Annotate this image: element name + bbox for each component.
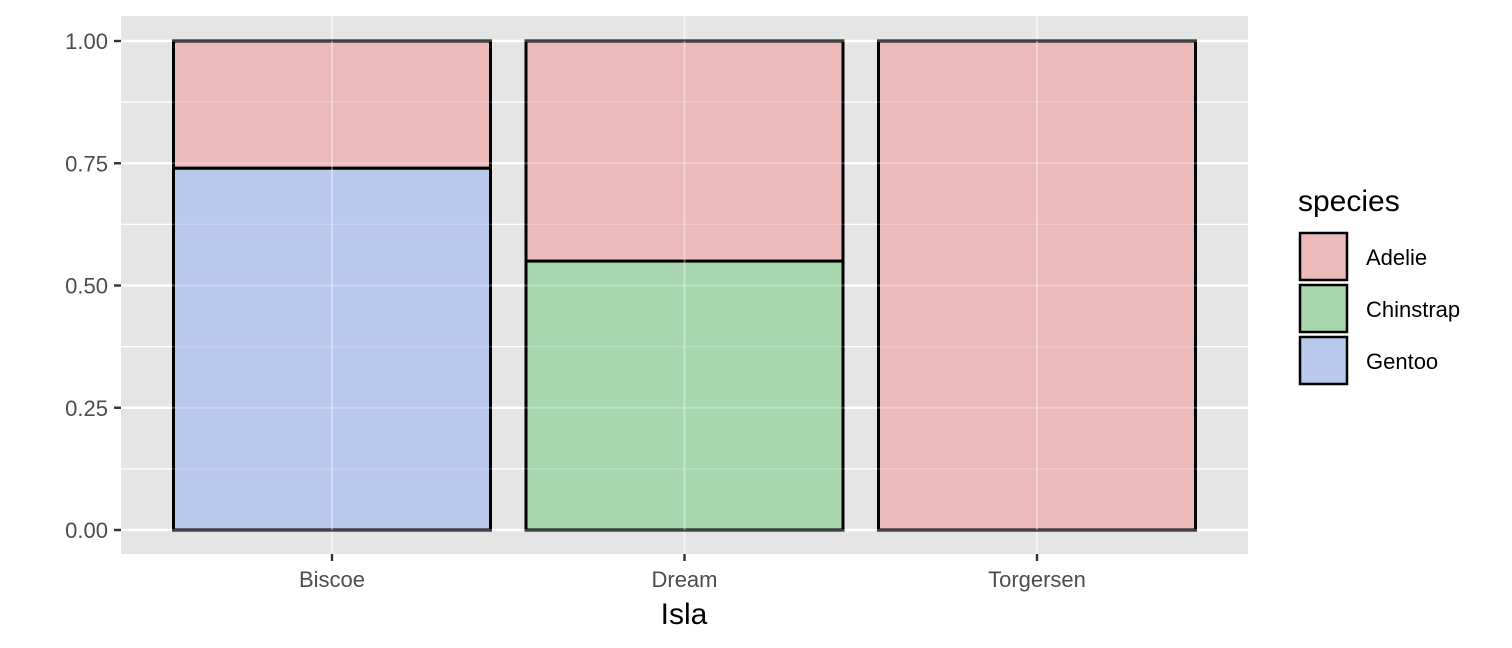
y-tick-label: 0.50 <box>65 274 108 299</box>
y-tick-label: 1.00 <box>65 29 108 54</box>
legend: species Adelie Chinstrap Gentoo <box>1298 185 1460 386</box>
bars <box>121 39 1248 532</box>
legend-key-adelie <box>1298 231 1349 282</box>
bar-dream-chinstrap <box>524 259 845 532</box>
y-tick-label: 0.75 <box>65 151 108 176</box>
x-tick-label: Dream <box>651 567 717 592</box>
legend-label: Adelie <box>1366 245 1427 270</box>
y-axis: 0.00 0.25 0.50 0.75 1.00 <box>65 29 121 543</box>
y-tick-label: 0.25 <box>65 396 108 421</box>
x-axis: Biscoe Dream Torgersen <box>299 554 1086 592</box>
legend-label: Chinstrap <box>1366 297 1460 322</box>
x-tick-label: Biscoe <box>299 567 365 592</box>
bar-biscoe-gentoo <box>172 166 492 532</box>
bar-biscoe-adelie <box>172 39 492 170</box>
legend-title: species <box>1298 185 1400 218</box>
bar-torgersen-adelie <box>877 39 1197 532</box>
legend-key-chinstrap <box>1298 283 1349 334</box>
bar-dream-adelie <box>524 39 845 263</box>
y-tick-label: 0.00 <box>65 518 108 543</box>
legend-key-gentoo <box>1298 335 1349 386</box>
legend-label: Gentoo <box>1366 349 1438 374</box>
x-tick-label: Torgersen <box>988 567 1086 592</box>
x-axis-title: Isla <box>661 598 708 631</box>
